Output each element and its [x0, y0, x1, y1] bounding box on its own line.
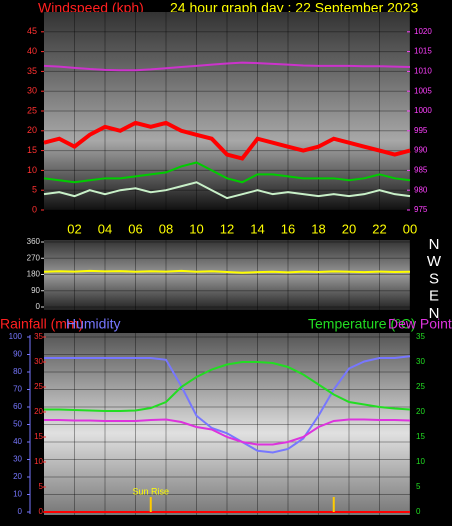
- y2-tick-label: N: [429, 236, 440, 253]
- x-tick-label: 18: [311, 221, 325, 236]
- y3-tick-label: 25: [34, 382, 43, 391]
- series-line: [43, 61, 411, 72]
- x-tick-label: 16: [281, 221, 295, 236]
- y3-tick-label: 15: [34, 432, 43, 441]
- y2-tick-label: 985: [414, 166, 428, 175]
- y2-tick-label: 1015: [414, 47, 432, 56]
- y2-tick-label: 1020: [414, 27, 432, 36]
- humidity-axis-title: Humidity: [66, 316, 120, 332]
- y-tick-label: 10: [27, 165, 37, 175]
- y-tick-label: 20: [13, 472, 22, 481]
- y-tick-label: 270: [27, 253, 41, 262]
- x-tick-label: 22: [372, 221, 386, 236]
- y-tick-label: 360: [27, 237, 41, 246]
- y2-tick-label: S: [429, 270, 439, 287]
- y3-tick-label: 0: [39, 507, 44, 516]
- y-tick-label: 35: [27, 66, 37, 76]
- x-tick-label: 14: [250, 221, 264, 236]
- rain-axis-title: Rainfall (mm): [0, 316, 83, 332]
- y-tick-label: 25: [27, 105, 37, 115]
- y2-tick-label: E: [429, 288, 439, 305]
- y2-tick-label: 0: [416, 507, 421, 516]
- x-tick-label: 20: [342, 221, 356, 236]
- temperature-axis-title: Temperature (°C): [308, 316, 416, 332]
- y3-tick-label: 5: [39, 482, 44, 491]
- y2-tick-label: 10: [416, 457, 425, 466]
- x-tick-label: 10: [189, 221, 203, 236]
- y2-tick-label: 35: [416, 332, 425, 341]
- y2-tick-label: 20: [416, 407, 425, 416]
- y3-tick-label: 35: [34, 332, 43, 341]
- y2-tick-label: 1000: [414, 106, 432, 115]
- y2-tick-label: 1005: [414, 86, 432, 95]
- y-tick-label: 70: [13, 385, 22, 394]
- y2-tick-label: 975: [414, 205, 428, 214]
- series-line: [44, 361, 411, 412]
- y2-tick-label: 30: [416, 357, 425, 366]
- x-tick-label: 00: [403, 221, 417, 236]
- wind-axis-title: Windspeed (kph): [38, 0, 144, 16]
- y-tick-label: 30: [13, 455, 22, 464]
- plot-background: [44, 333, 410, 515]
- y-tick-label: 60: [13, 402, 22, 411]
- y2-tick-label: 5: [416, 482, 421, 491]
- y-tick-label: 0: [36, 302, 41, 311]
- marker-label: Sun Rise: [132, 486, 169, 496]
- y-tick-label: 90: [13, 350, 22, 359]
- plot-background: [44, 12, 410, 210]
- y2-tick-label: 1010: [414, 67, 432, 76]
- series-line: [44, 418, 411, 446]
- y3-tick-label: 10: [34, 457, 43, 466]
- y2-tick-label: 15: [416, 432, 425, 441]
- plot-background: [44, 240, 410, 310]
- x-tick-label: 12: [220, 221, 234, 236]
- x-tick-label: 08: [159, 221, 173, 236]
- y2-tick-label: 995: [414, 126, 428, 135]
- y-tick-label: 0: [32, 204, 37, 214]
- y2-tick-label: 980: [414, 185, 428, 194]
- y-tick-label: 45: [27, 26, 37, 36]
- y-tick-label: 40: [27, 46, 37, 56]
- series-line: [43, 161, 411, 184]
- y2-tick-label: 25: [416, 382, 425, 391]
- series-line: [43, 181, 411, 200]
- y-tick-label: 20: [27, 125, 37, 135]
- y-tick-label: 90: [31, 286, 40, 295]
- y-tick-label: 10: [13, 490, 22, 499]
- y2-tick-label: N: [429, 305, 440, 322]
- y2-tick-label: W: [427, 253, 442, 270]
- y-tick-label: 100: [9, 332, 23, 341]
- series-line: [43, 269, 411, 274]
- y-tick-label: 50: [13, 420, 22, 429]
- x-tick-label: 06: [128, 221, 142, 236]
- y3-tick-label: 20: [34, 407, 43, 416]
- y-tick-label: 0: [18, 507, 23, 516]
- dewpoint-axis-title: Dew Point: [388, 316, 452, 332]
- y-tick-label: 180: [27, 270, 41, 279]
- x-tick-label: 04: [98, 221, 112, 236]
- y-tick-label: 40: [13, 437, 22, 446]
- chart-title: 24 hour graph day : 22 September 2023: [170, 0, 419, 16]
- series-line: [44, 355, 411, 454]
- y-tick-label: 30: [27, 86, 37, 96]
- y3-tick-label: 30: [34, 357, 43, 366]
- x-tick-label: 02: [67, 221, 81, 236]
- y2-tick-label: 990: [414, 146, 428, 155]
- series-line: [43, 120, 411, 161]
- y-tick-label: 5: [32, 185, 37, 195]
- y-tick-label: 15: [27, 145, 37, 155]
- y-tick-label: 80: [13, 367, 22, 376]
